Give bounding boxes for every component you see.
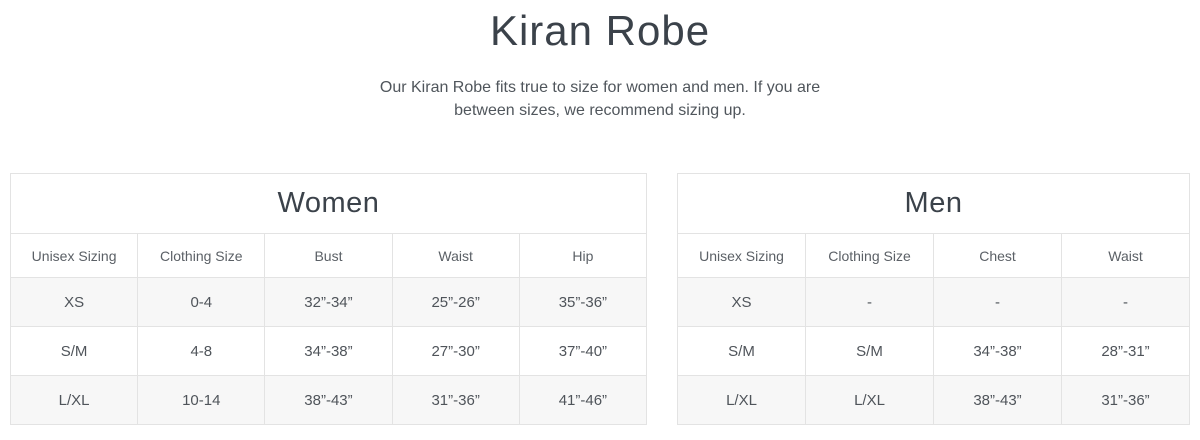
table-cell: 27”-30” (391, 326, 520, 376)
men-header-chest: Chest (933, 233, 1062, 278)
table-cell: 41”-46” (518, 375, 648, 425)
men-row-sm: S/M S/M 34”-38” 28”-31” (677, 326, 1190, 376)
table-cell: XS (677, 277, 806, 327)
women-header-bust: Bust (264, 233, 393, 278)
table-cell: 35”-36” (518, 277, 648, 327)
women-table-header-row: Unisex Sizing Clothing Size Bust Waist H… (9, 233, 648, 278)
table-cell: - (1061, 277, 1190, 327)
subtitle-line-2: between sizes, we recommend sizing up. (454, 102, 746, 119)
men-row-lxl: L/XL L/XL 38”-43” 31”-36” (677, 375, 1190, 425)
table-cell: 0-4 (137, 277, 266, 327)
table-cell: S/M (9, 326, 139, 376)
men-header-waist: Waist (1061, 233, 1190, 278)
table-cell: 38”-43” (933, 375, 1062, 425)
table-cell: S/M (677, 326, 806, 376)
men-table-title-row: Men (677, 173, 1190, 234)
men-row-xs: XS - - - (677, 277, 1190, 327)
table-cell: L/XL (9, 375, 139, 425)
table-cell: 34”-38” (264, 326, 393, 376)
table-cell: 38”-43” (264, 375, 393, 425)
men-header-unisex-sizing: Unisex Sizing (677, 233, 806, 278)
table-cell: 31”-36” (1061, 375, 1190, 425)
subtitle-line-1: Our Kiran Robe fits true to size for wom… (379, 79, 821, 96)
women-header-hip: Hip (518, 233, 648, 278)
women-size-table: Women Unisex Sizing Clothing Size Bust W… (9, 173, 648, 425)
page-title: Kiran Robe (489, 7, 711, 54)
men-table-title: Men (677, 173, 1190, 234)
table-cell: 28”-31” (1061, 326, 1190, 376)
men-table-header-row: Unisex Sizing Clothing Size Chest Waist (677, 233, 1190, 278)
women-header-unisex-sizing: Unisex Sizing (9, 233, 139, 278)
women-header-clothing-size: Clothing Size (137, 233, 266, 278)
women-header-waist: Waist (391, 233, 520, 278)
women-table-title-row: Women (10, 173, 647, 234)
table-cell: 4-8 (137, 326, 266, 376)
table-cell: 37”-40” (518, 326, 648, 376)
table-cell: 34”-38” (933, 326, 1062, 376)
women-row-xs: XS 0-4 32”-34” 25”-26” 35”-36” (9, 277, 648, 327)
women-row-sm: S/M 4-8 34”-38” 27”-30” 37”-40” (9, 326, 648, 376)
page-subtitle: Our Kiran Robe fits true to size for wom… (0, 76, 1200, 122)
table-cell: - (933, 277, 1062, 327)
size-tables-container: Women Unisex Sizing Clothing Size Bust W… (0, 173, 1200, 425)
table-cell: - (805, 277, 934, 327)
table-cell: L/XL (805, 375, 934, 425)
women-row-lxl: L/XL 10-14 38”-43” 31”-36” 41”-46” (9, 375, 648, 425)
men-header-clothing-size: Clothing Size (805, 233, 934, 278)
table-cell: 31”-36” (391, 375, 520, 425)
table-cell: 32”-34” (264, 277, 393, 327)
table-cell: 10-14 (137, 375, 266, 425)
table-cell: XS (9, 277, 139, 327)
women-table-title: Women (10, 173, 647, 234)
table-cell: L/XL (677, 375, 806, 425)
men-size-table: Men Unisex Sizing Clothing Size Chest Wa… (677, 173, 1190, 425)
table-cell: S/M (805, 326, 934, 376)
table-cell: 25”-26” (391, 277, 520, 327)
